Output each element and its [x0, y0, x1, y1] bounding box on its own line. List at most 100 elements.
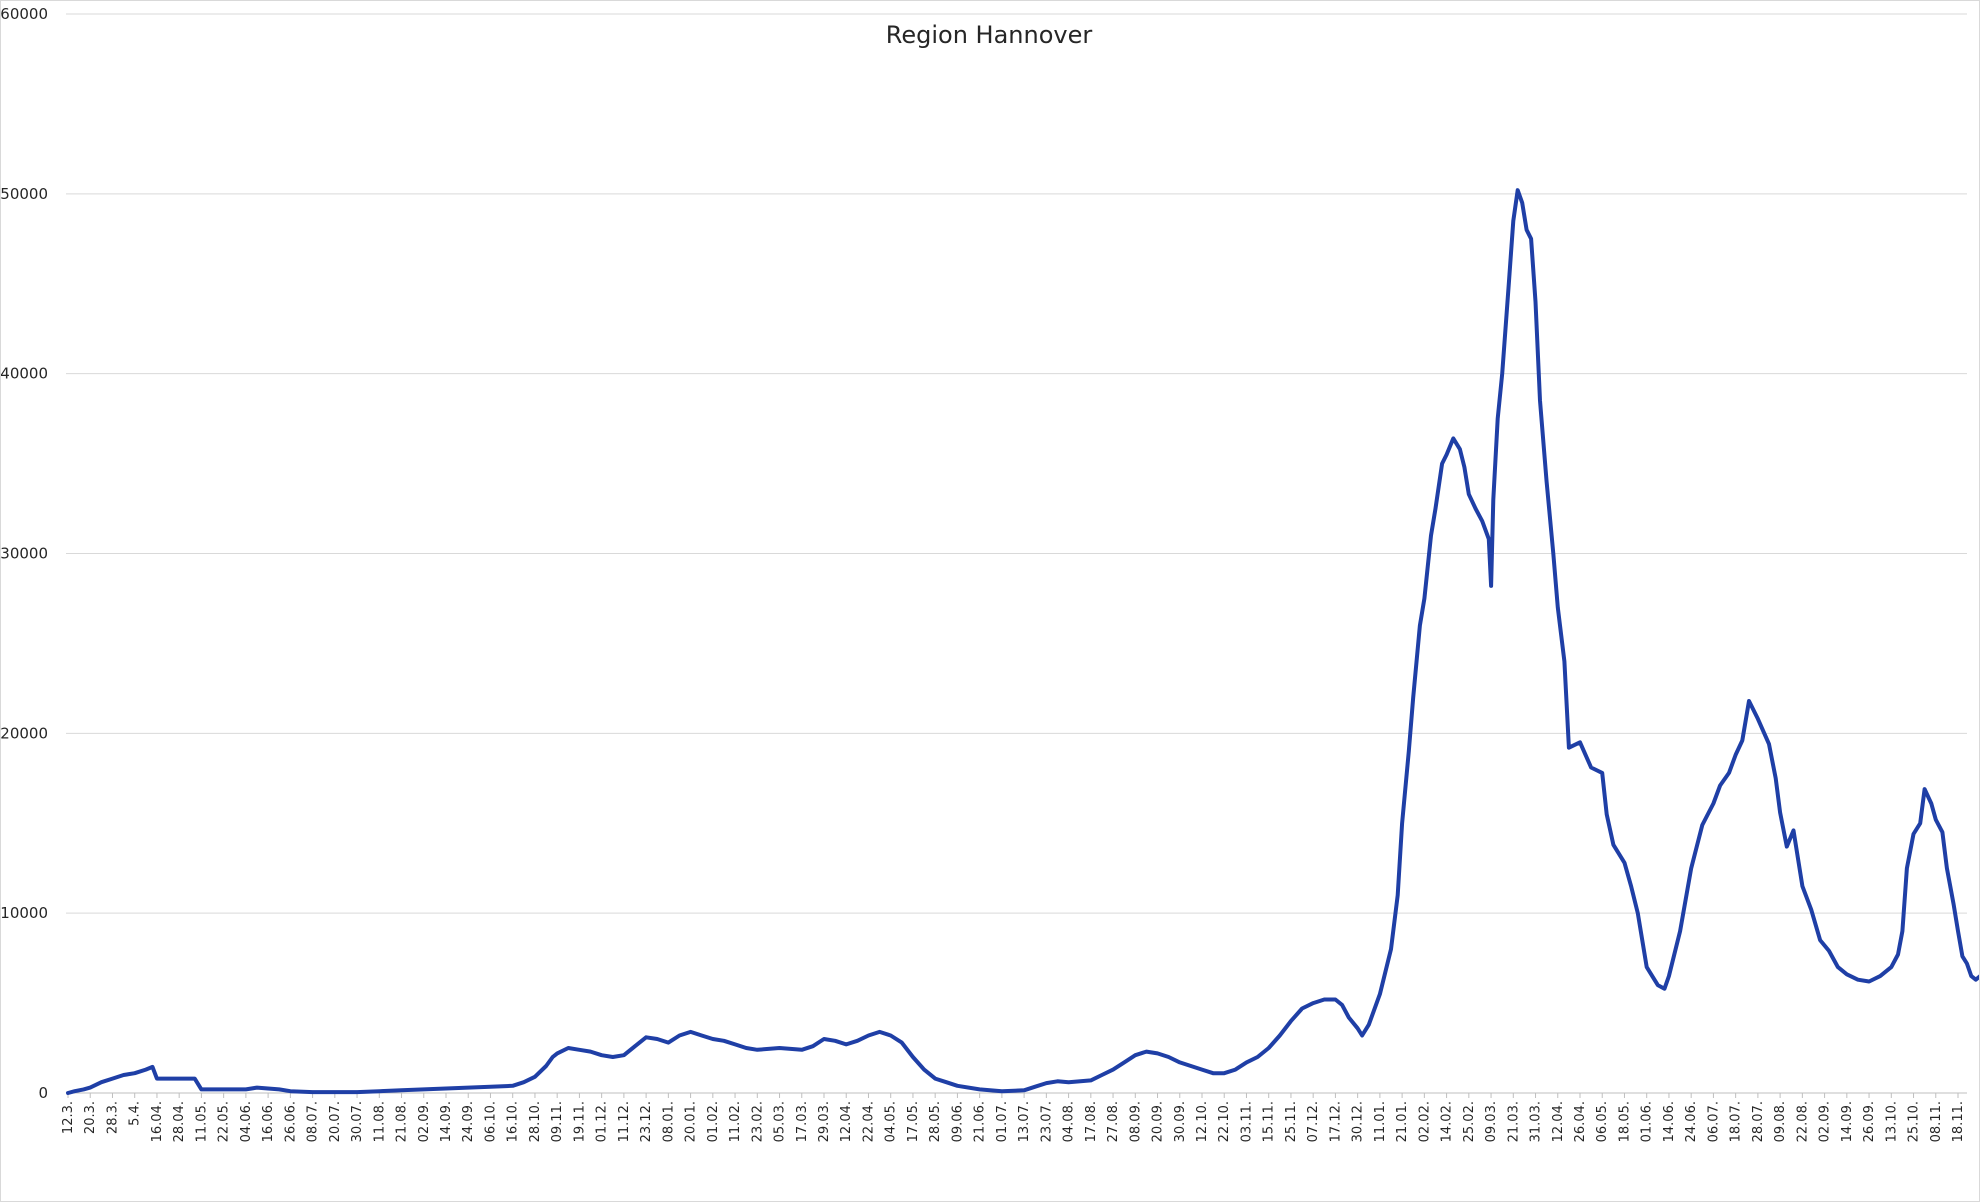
x-tick-label: 14.06.	[1662, 1101, 1677, 1142]
x-tick-label: 08.09.	[1128, 1101, 1143, 1142]
x-tick-label: 13.10.	[1884, 1101, 1899, 1142]
x-tick-label: 26.09.	[1862, 1101, 1877, 1142]
x-tick-label: 24.09.	[461, 1101, 476, 1142]
x-tick-label: 01.07.	[995, 1101, 1010, 1142]
x-tick-label: 23.02.	[750, 1101, 765, 1142]
y-tick-label: 30000	[1, 545, 48, 563]
x-tick-label: 01.12.	[595, 1101, 610, 1142]
y-tick-label: 20000	[1, 724, 48, 742]
x-tick-label: 03.11.	[1239, 1101, 1254, 1142]
y-axis-ticks: 0 10000 20000 30000 40000 50000 60000	[1, 5, 48, 1102]
x-tick-label: 11.02.	[728, 1101, 743, 1142]
x-tick-label: 28.3.	[105, 1101, 120, 1134]
x-tick-label: 11.05.	[194, 1101, 209, 1142]
x-tick-label: 18.11.	[1951, 1101, 1966, 1142]
x-tick-label: 12.10.	[1195, 1101, 1210, 1142]
x-tick-label: 17.05.	[906, 1101, 921, 1142]
x-tick-label: 16.10.	[506, 1101, 521, 1142]
x-tick-label: 25.02.	[1462, 1101, 1477, 1142]
x-tick-label: 28.05.	[928, 1101, 943, 1142]
x-tick-label: 5.4.	[128, 1101, 143, 1126]
x-tick-label: 20.07.	[328, 1101, 343, 1142]
x-tick-label: 02.09.	[417, 1101, 432, 1142]
x-tick-label: 13.07.	[1017, 1101, 1032, 1142]
x-tick-label: 07.12.	[1306, 1101, 1321, 1142]
x-tick-label: 21.08.	[395, 1101, 410, 1142]
x-tick-label: 28.07.	[1751, 1101, 1766, 1142]
x-tick-label: 22.04.	[861, 1101, 876, 1142]
x-tick-label: 08.11.	[1929, 1101, 1944, 1142]
x-tick-label: 17.03.	[795, 1101, 810, 1142]
x-tick-label: 20.09.	[1151, 1101, 1166, 1142]
x-tick-label: 30.09.	[1173, 1101, 1188, 1142]
x-tick-label: 19.11.	[572, 1101, 587, 1142]
x-tick-label: 15.11.	[1262, 1101, 1277, 1142]
chart-title: Region Hannover	[886, 21, 1093, 49]
x-tick-label: 17.12.	[1328, 1101, 1343, 1142]
x-tick-label: 28.10.	[528, 1101, 543, 1142]
x-tick-label: 12.04.	[839, 1101, 854, 1142]
x-tick-label: 30.07.	[350, 1101, 365, 1142]
x-tick-label: 09.03.	[1484, 1101, 1499, 1142]
y-tick-label: 50000	[1, 185, 48, 203]
x-tick-label: 08.07.	[306, 1101, 321, 1142]
x-tick-label: 22.05.	[217, 1101, 232, 1142]
x-tick-label: 04.06.	[239, 1101, 254, 1142]
x-tick-label: 16.06.	[261, 1101, 276, 1142]
x-tick-label: 06.05.	[1595, 1101, 1610, 1142]
x-tick-label: 14.09.	[1840, 1101, 1855, 1142]
x-tick-label: 11.12.	[617, 1101, 632, 1142]
x-tick-label: 05.03.	[773, 1101, 788, 1142]
x-tick-label: 27.08.	[1106, 1101, 1121, 1142]
x-tick-label: 21.03.	[1506, 1101, 1521, 1142]
x-tick-label: 11.01.	[1373, 1101, 1388, 1142]
x-tick-label: 14.02.	[1440, 1101, 1455, 1142]
x-tick-label: 21.06.	[973, 1101, 988, 1142]
x-tick-label: 18.07.	[1729, 1101, 1744, 1142]
x-tick-label: 26.06.	[283, 1101, 298, 1142]
x-tick-label: 23.12.	[639, 1101, 654, 1142]
x-tick-label: 02.02.	[1417, 1101, 1432, 1142]
x-tick-label: 12.3.	[61, 1101, 76, 1134]
x-tick-label: 16.04.	[150, 1101, 165, 1142]
x-tick-label: 20.01.	[684, 1101, 699, 1142]
x-tick-label: 09.11.	[550, 1101, 565, 1142]
y-tick-label: 60000	[1, 5, 48, 23]
x-tick-label: 01.06.	[1640, 1101, 1655, 1142]
x-tick-label: 23.07.	[1039, 1101, 1054, 1142]
x-axis-ticks: 12.3. 20.3. 28.3. 5.4. 16.04. 28.04. 11.05. 22.…	[61, 1093, 1966, 1142]
x-tick-label: 01.02.	[706, 1101, 721, 1142]
x-tick-label: 20.3.	[83, 1101, 98, 1134]
y-tick-label: 40000	[1, 365, 48, 383]
x-tick-label: 31.03.	[1529, 1101, 1544, 1142]
x-tick-label: 08.01.	[661, 1101, 676, 1142]
x-tick-label: 30.12.	[1351, 1101, 1366, 1142]
x-tick-label: 06.07.	[1706, 1101, 1721, 1142]
x-tick-label: 22.08.	[1795, 1101, 1810, 1142]
x-tick-label: 26.04.	[1573, 1101, 1588, 1142]
series-layer	[66, 188, 1979, 1095]
x-tick-label: 28.04.	[172, 1101, 187, 1142]
x-tick-label: 06.10.	[483, 1101, 498, 1142]
x-tick-label: 02.09.	[1818, 1101, 1833, 1142]
x-tick-label: 25.10.	[1907, 1101, 1922, 1142]
x-tick-label: 22.10.	[1217, 1101, 1232, 1142]
x-tick-label: 25.11.	[1284, 1101, 1299, 1142]
x-tick-label: 24.06.	[1684, 1101, 1699, 1142]
gridlines	[66, 13, 1967, 1094]
x-tick-label: 14.09.	[439, 1101, 454, 1142]
x-tick-label: 11.08.	[372, 1101, 387, 1142]
x-tick-label: 29.03.	[817, 1101, 832, 1142]
x-tick-label: 18.05.	[1617, 1101, 1632, 1142]
y-tick-label: 0	[38, 1084, 48, 1102]
x-tick-label: 04.08.	[1062, 1101, 1077, 1142]
x-tick-label: 09.08.	[1773, 1101, 1788, 1142]
x-tick-label: 12.04.	[1551, 1101, 1566, 1142]
series-line-0	[66, 188, 1979, 1095]
x-tick-label: 04.05.	[884, 1101, 899, 1142]
x-tick-label: 21.01.	[1395, 1101, 1410, 1142]
x-tick-label: 09.06.	[950, 1101, 965, 1142]
x-tick-label: 17.08.	[1084, 1101, 1099, 1142]
